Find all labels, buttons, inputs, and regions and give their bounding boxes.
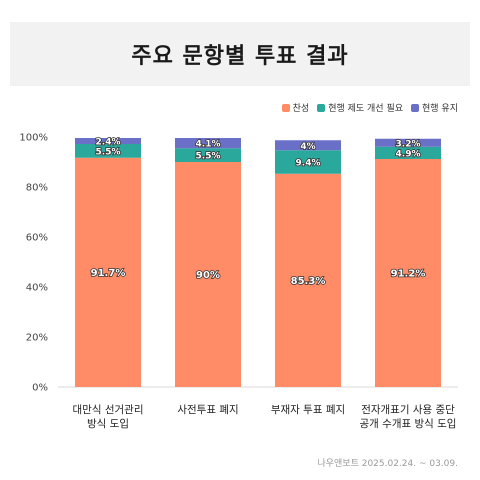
data-label: 5.5% bbox=[96, 147, 121, 157]
legend-swatch-keep bbox=[411, 103, 420, 112]
legend-label-improve: 현행 제도 개선 필요 bbox=[328, 104, 404, 114]
data-label: 91.7% bbox=[91, 268, 126, 279]
bar-segment bbox=[75, 157, 141, 387]
data-label: 91.2% bbox=[391, 269, 426, 280]
data-label: 2.4% bbox=[96, 138, 121, 148]
y-tick-label: 20% bbox=[26, 333, 48, 344]
y-tick-label: 0% bbox=[32, 383, 48, 394]
data-label: 4% bbox=[300, 142, 315, 152]
bar-segment bbox=[175, 148, 241, 162]
data-label: 9.4% bbox=[296, 159, 321, 169]
bar-segment bbox=[375, 138, 441, 147]
legend-item-support: 찬성 bbox=[281, 101, 310, 114]
data-label: 4.9% bbox=[396, 149, 421, 159]
legend-item-improve: 현행 제도 개선 필요 bbox=[317, 101, 403, 114]
x-tick-label: 전자개표기 사용 중단 bbox=[361, 404, 455, 416]
bar-segment bbox=[375, 159, 441, 387]
data-label: 85.3% bbox=[291, 276, 326, 287]
bar-segment bbox=[375, 146, 441, 159]
bar-segment bbox=[275, 140, 341, 151]
x-tick-label: 공개 수개표 방식 도입 bbox=[360, 417, 457, 430]
data-label: 5.5% bbox=[196, 152, 221, 162]
bar-segment bbox=[75, 144, 141, 158]
y-tick-label: 100% bbox=[19, 133, 48, 144]
data-label: 4.1% bbox=[196, 140, 221, 150]
x-tick-label: 부재자 투표 폐지 bbox=[271, 404, 345, 416]
legend-swatch-support bbox=[281, 103, 290, 112]
x-tick-label: 대만식 선거관리 bbox=[73, 404, 144, 416]
x-tick-label: 방식 도입 bbox=[87, 417, 129, 430]
legend-swatch-improve bbox=[317, 103, 326, 112]
y-tick-label: 40% bbox=[26, 283, 48, 294]
title-band: 주요 문항별 투표 결과 bbox=[10, 22, 470, 86]
chart-title: 주요 문항별 투표 결과 bbox=[131, 44, 349, 69]
legend-label-support: 찬성 bbox=[292, 104, 310, 114]
source-note: 나우앤보트 2025.02.24. ~ 03.09. bbox=[317, 459, 458, 469]
data-label: 3.2% bbox=[396, 139, 421, 149]
y-tick-label: 60% bbox=[26, 233, 48, 244]
y-tick-label: 80% bbox=[26, 183, 48, 194]
bar-segment bbox=[75, 138, 141, 144]
bar-segment bbox=[275, 150, 341, 174]
data-label: 90% bbox=[196, 270, 220, 281]
legend: 찬성 현행 제도 개선 필요 현행 유지 bbox=[281, 101, 458, 114]
bar-segment bbox=[175, 162, 241, 387]
bar-segment bbox=[175, 138, 241, 149]
bar-segment bbox=[275, 173, 341, 387]
x-tick-label: 사전투표 폐지 bbox=[177, 404, 238, 416]
legend-label-keep: 현행 유지 bbox=[422, 104, 458, 114]
legend-item-keep: 현행 유지 bbox=[411, 101, 458, 114]
